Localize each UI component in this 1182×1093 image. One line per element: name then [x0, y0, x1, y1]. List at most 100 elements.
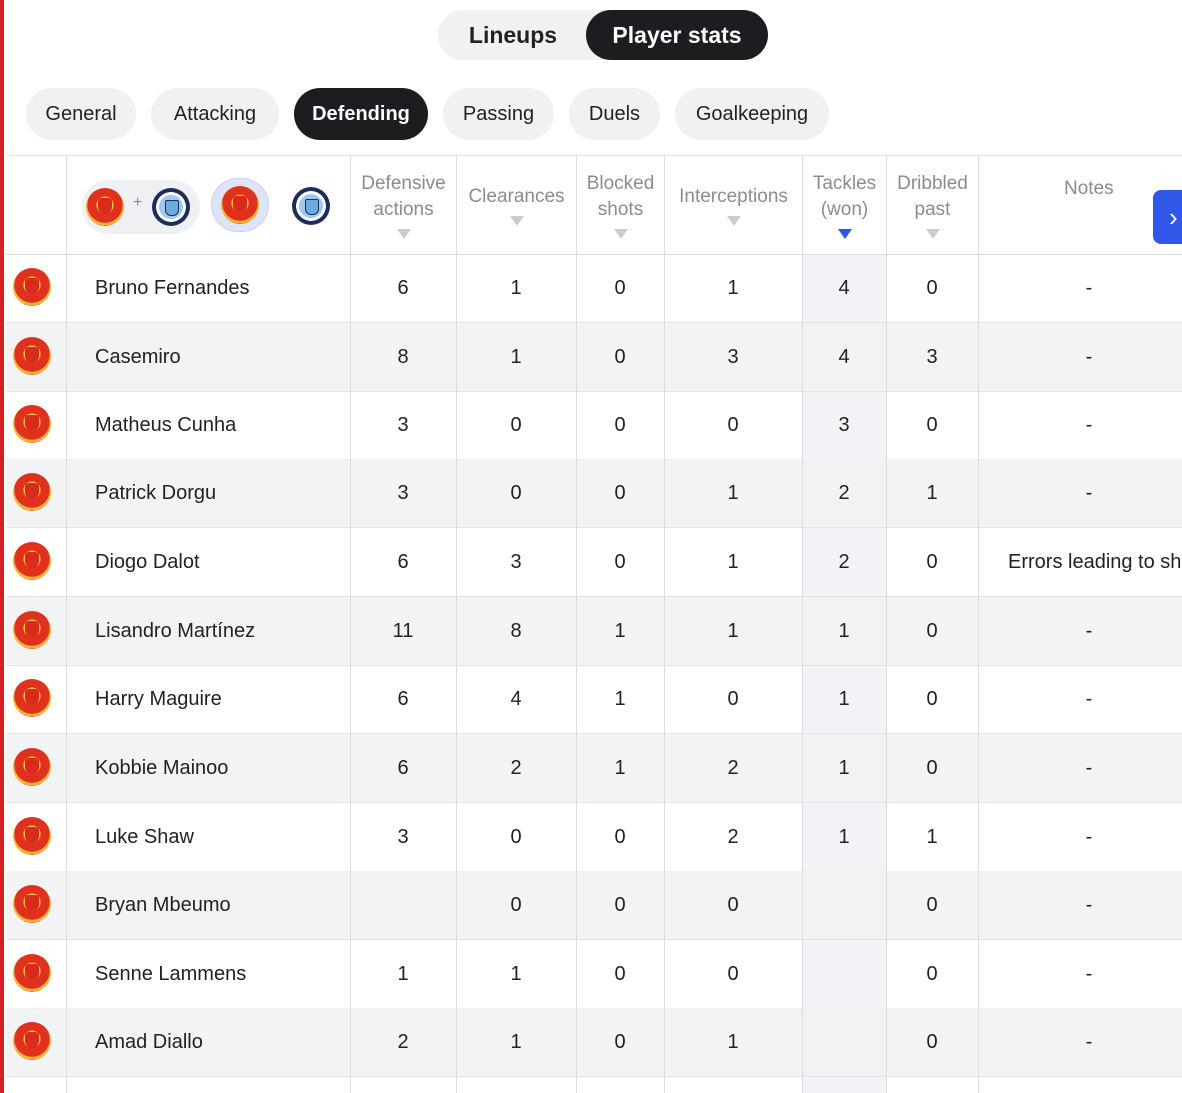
- player-name[interactable]: Bruno Fernandes: [95, 277, 250, 299]
- stat-tackles-won: 1: [838, 757, 850, 779]
- stat-interceptions: 2: [727, 757, 739, 779]
- player-name[interactable]: Senne Lammens: [95, 963, 247, 985]
- table-row[interactable]: Casemiro 8 1 0 3 4 3 -: [6, 323, 1182, 392]
- chip-goalkeeping[interactable]: Goalkeeping: [675, 88, 829, 140]
- stat-blocked-shots: 0: [614, 414, 626, 436]
- stat-blocked-shots: 0: [614, 551, 626, 573]
- stat-defensive-actions: 3: [397, 826, 409, 848]
- col-interceptions[interactable]: Interceptions: [665, 156, 802, 254]
- stat-clearances: 0: [510, 826, 522, 848]
- stat-defensive-actions: 3: [397, 482, 409, 504]
- man-utd-crest-icon: [221, 186, 259, 224]
- stat-defensive-actions: [350, 871, 456, 939]
- stat-dribbled-past: 1: [926, 826, 938, 848]
- col-label-line2: (won): [820, 199, 869, 220]
- stat-interceptions: 0: [727, 963, 739, 985]
- stat-tackles-won: [802, 940, 886, 1008]
- stat-clearances: 1: [510, 346, 522, 368]
- player-name[interactable]: Harry Maguire: [95, 688, 222, 710]
- notes-cell: -: [1085, 688, 1093, 710]
- man-utd-crest-icon: [13, 405, 51, 443]
- col-dribbled-past[interactable]: Dribbled past: [887, 156, 978, 254]
- col-clearances[interactable]: Clearances: [457, 156, 576, 254]
- col-defensive-actions[interactable]: Defensive actions: [351, 156, 456, 254]
- col-tackles-won[interactable]: Tackles (won): [803, 156, 886, 254]
- stat-blocked-shots: 0: [614, 346, 626, 368]
- table-row[interactable]: Harry Maguire 6 4 1 0 1 0 -: [6, 665, 1182, 734]
- stat-dribbled-past: 1: [926, 482, 938, 504]
- scroll-right-button[interactable]: ›: [1153, 190, 1182, 244]
- stat-interceptions: 3: [727, 346, 739, 368]
- table-row[interactable]: Bryan Mbeumo 0 0 0 0 -: [6, 871, 1182, 940]
- stat-clearances: 2: [510, 757, 522, 779]
- table-row[interactable]: Amad Diallo 2 1 0 1 0 -: [6, 1008, 1182, 1077]
- stat-blocked-shots: 1: [614, 688, 626, 710]
- stat-tackles-won: 4: [838, 346, 850, 368]
- player-name[interactable]: Lisandro Martínez: [95, 620, 256, 642]
- window-edge: [0, 0, 4, 1093]
- notes-cell: -: [1085, 757, 1093, 779]
- chip-duels[interactable]: Duels: [569, 88, 660, 140]
- team-filter-man-city[interactable]: [290, 185, 332, 227]
- col-label-line1: Interceptions: [679, 186, 788, 207]
- divider: [978, 155, 979, 1093]
- team-filter-both[interactable]: [82, 180, 200, 234]
- table-row[interactable]: Diogo Dalot 6 3 0 1 2 0 Errors leading to sh: [6, 528, 1182, 597]
- man-utd-crest-icon: [13, 817, 51, 855]
- chip-defending[interactable]: Defending: [294, 88, 428, 140]
- chip-attacking[interactable]: Attacking: [151, 88, 279, 140]
- stat-tackles-won: 1: [838, 688, 850, 710]
- notes-cell: -: [1085, 346, 1093, 368]
- divider: [886, 155, 887, 1093]
- divider: [66, 155, 67, 1093]
- table-row[interactable]: Kobbie Mainoo 6 2 1 2 1 0 -: [6, 734, 1182, 803]
- sort-arrow-icon: [613, 229, 628, 239]
- man-utd-crest-icon: [13, 268, 51, 306]
- table-row[interactable]: Bruno Fernandes 6 1 0 1 4 0 -: [6, 254, 1182, 323]
- chip-general[interactable]: General: [26, 88, 136, 140]
- player-name[interactable]: Amad Diallo: [95, 1031, 203, 1053]
- stat-interceptions: 1: [727, 551, 739, 573]
- table-row[interactable]: Lisandro Martínez 11 8 1 1 1 0-: [6, 597, 1182, 666]
- man-utd-crest-icon: [86, 188, 124, 226]
- player-name[interactable]: Matheus Cunha: [95, 414, 237, 436]
- stat-dribbled-past: 0: [926, 277, 938, 299]
- notes-cell: -: [1085, 963, 1093, 985]
- chip-passing[interactable]: Passing: [443, 88, 554, 140]
- stat-defensive-actions: 8: [397, 346, 409, 368]
- player-name[interactable]: Patrick Dorgu: [95, 482, 217, 504]
- player-name[interactable]: Diogo Dalot: [95, 551, 200, 573]
- player-name[interactable]: Luke Shaw: [95, 826, 194, 848]
- stat-dribbled-past: 0: [926, 551, 938, 573]
- team-filter-man-utd[interactable]: [211, 178, 269, 232]
- stat-clearances: 1: [510, 963, 522, 985]
- table-row[interactable]: Matheus Cunha 3 0 0 0 3 0 -: [6, 391, 1182, 460]
- man-utd-crest-icon: [13, 542, 51, 580]
- stat-dribbled-past: 3: [926, 346, 938, 368]
- player-name[interactable]: Casemiro: [95, 346, 181, 368]
- col-label-line1: Defensive: [361, 173, 446, 194]
- player-name[interactable]: Kobbie Mainoo: [95, 757, 229, 779]
- table-row[interactable]: Senne Lammens 1 1 0 0 0 -: [6, 940, 1182, 1009]
- stat-interceptions: 1: [727, 482, 739, 504]
- stat-blocked-shots: 0: [614, 826, 626, 848]
- notes-cell: -: [1085, 1031, 1093, 1053]
- man-utd-crest-icon: [13, 473, 51, 511]
- col-blocked-shots[interactable]: Blocked shots: [577, 156, 664, 254]
- tab-player-stats[interactable]: Player stats: [586, 10, 768, 60]
- stat-defensive-actions: 3: [397, 414, 409, 436]
- player-name[interactable]: Bryan Mbeumo: [95, 894, 231, 916]
- stat-tackles-won: 2: [838, 551, 850, 573]
- col-label-line1: Blocked: [586, 173, 655, 194]
- table-row[interactable]: Luke Shaw 3 0 0 2 1 1 -: [6, 803, 1182, 872]
- stat-tackles-won: 1: [838, 826, 850, 848]
- table-row[interactable]: Patrick Dorgu 3 0 0 1 2 1 -: [6, 459, 1182, 528]
- notes-cell: -: [1085, 414, 1093, 436]
- stat-tackles-won: 1: [838, 620, 850, 642]
- tab-lineups[interactable]: Lineups: [468, 22, 558, 48]
- col-notes: Notes: [1064, 178, 1114, 199]
- stat-blocked-shots: 1: [614, 620, 626, 642]
- stat-dribbled-past: 0: [926, 963, 938, 985]
- sort-arrow-icon: [925, 229, 940, 239]
- stat-blocked-shots: 0: [614, 482, 626, 504]
